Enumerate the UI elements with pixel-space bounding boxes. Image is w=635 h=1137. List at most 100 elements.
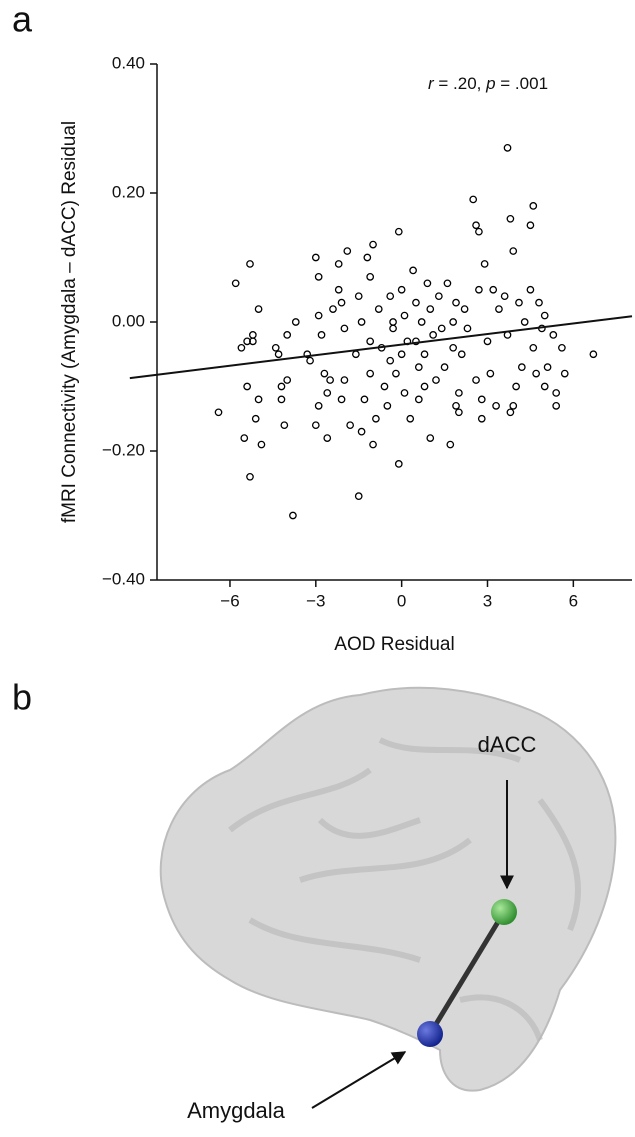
point — [306, 356, 314, 365]
point — [512, 382, 520, 391]
point — [406, 414, 415, 423]
point — [329, 305, 337, 313]
scatter-plot: −0.40 −0.20 0.00 0.20 0.40 −6 −3 0 3 6 AOD Residua… — [59, 53, 633, 655]
point — [526, 285, 535, 294]
brain-fold — [228, 737, 581, 1042]
point — [414, 363, 423, 371]
point — [369, 440, 377, 449]
point — [243, 382, 251, 391]
point — [240, 434, 249, 442]
point — [389, 324, 397, 333]
point — [334, 285, 343, 294]
point — [455, 389, 463, 397]
point — [455, 408, 463, 417]
y-tick-label: 0.00 — [112, 311, 145, 330]
point — [363, 253, 372, 262]
point — [472, 376, 480, 384]
point — [477, 395, 486, 404]
point — [500, 292, 509, 301]
point — [526, 221, 535, 230]
point — [254, 305, 263, 313]
point — [394, 460, 403, 468]
point — [483, 337, 492, 346]
connection — [427, 910, 507, 1036]
point — [380, 382, 389, 391]
point — [360, 395, 369, 404]
point — [277, 382, 286, 391]
point — [452, 298, 460, 307]
amygdala-node — [417, 1021, 443, 1047]
point — [352, 350, 360, 359]
y-tick-label: 0.40 — [112, 53, 145, 72]
point — [412, 337, 420, 346]
point — [432, 376, 440, 384]
point — [449, 343, 458, 352]
annotation-part: = .20, — [434, 74, 486, 93]
point — [540, 382, 549, 391]
point — [520, 318, 529, 326]
point — [366, 369, 375, 378]
point — [480, 260, 489, 268]
trend-line — [129, 315, 633, 380]
point — [314, 311, 323, 320]
point — [323, 389, 332, 397]
point — [400, 389, 409, 397]
point — [283, 376, 292, 384]
point — [366, 272, 375, 281]
point — [460, 305, 469, 313]
point — [509, 401, 518, 410]
point — [320, 369, 329, 378]
point — [314, 272, 323, 281]
x-tick-label: 3 — [483, 591, 492, 610]
point — [340, 376, 349, 384]
point — [337, 298, 346, 307]
point — [386, 292, 395, 301]
dacc-node — [491, 899, 517, 925]
point — [394, 227, 403, 236]
point — [409, 266, 417, 275]
point — [503, 144, 512, 152]
panel-label: b — [12, 677, 32, 718]
point — [257, 440, 266, 449]
point — [400, 311, 409, 320]
point — [552, 401, 561, 410]
point — [509, 247, 518, 255]
point — [271, 343, 280, 352]
point — [420, 382, 429, 391]
annotation-part: = .001 — [496, 74, 548, 93]
annotation: r = .20, p = .001 — [428, 74, 548, 93]
point — [283, 331, 292, 339]
point — [515, 298, 523, 307]
point — [417, 318, 426, 326]
point — [529, 202, 538, 210]
point — [291, 318, 300, 326]
point — [249, 337, 257, 346]
arrow — [311, 1051, 407, 1109]
annotation-part: p — [485, 74, 495, 93]
point — [469, 195, 478, 204]
point — [251, 414, 260, 423]
point — [397, 285, 406, 294]
point — [477, 414, 486, 423]
point — [274, 350, 283, 359]
point — [346, 421, 354, 430]
point — [486, 369, 495, 378]
point — [506, 408, 515, 417]
point — [337, 395, 346, 404]
point — [334, 260, 343, 268]
brain — [159, 686, 617, 1092]
point — [429, 331, 437, 339]
point — [357, 427, 366, 436]
y-tick-label: 0.20 — [112, 182, 145, 201]
point — [489, 285, 498, 294]
point — [475, 285, 483, 294]
point — [289, 511, 297, 520]
point — [440, 363, 449, 371]
point — [549, 331, 558, 339]
point — [311, 421, 320, 430]
point — [231, 279, 240, 288]
point — [589, 350, 598, 359]
point — [529, 343, 538, 352]
point — [372, 414, 380, 423]
